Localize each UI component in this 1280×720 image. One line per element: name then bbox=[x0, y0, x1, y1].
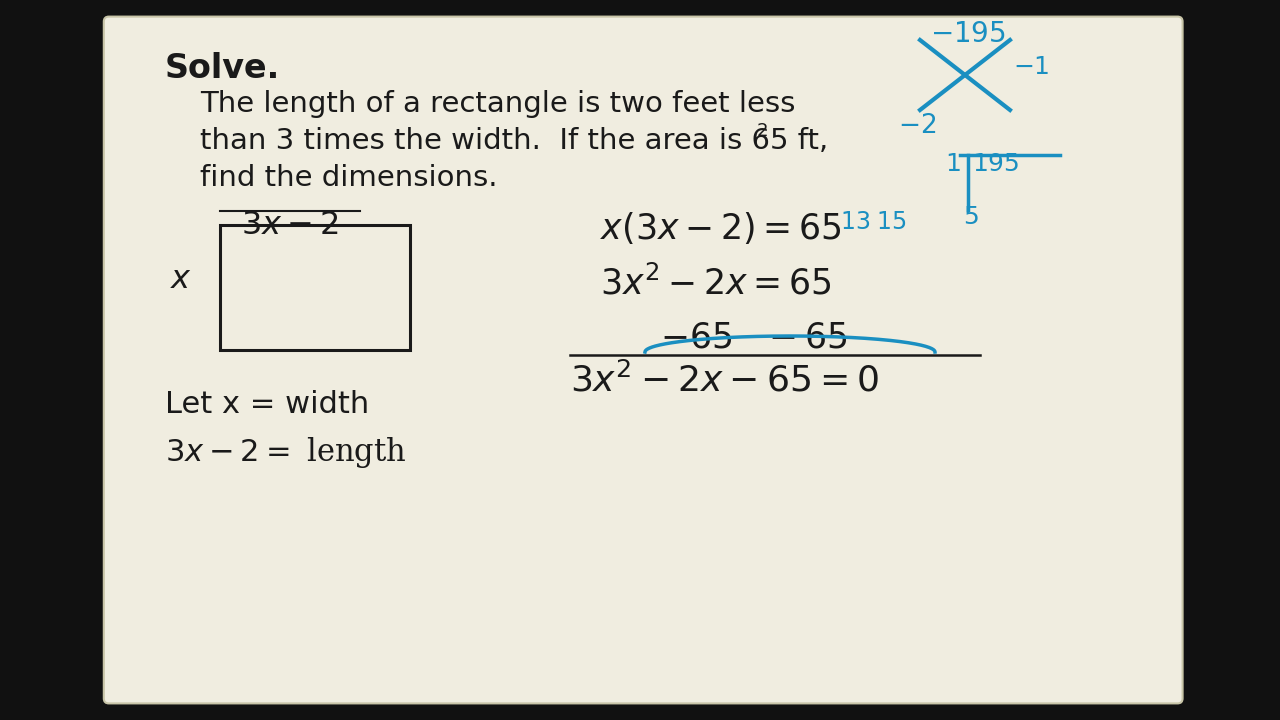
Text: than 3 times the width.  If the area is 65 ft,: than 3 times the width. If the area is 6… bbox=[200, 127, 828, 155]
Text: $-1$: $-1$ bbox=[1012, 55, 1050, 79]
Text: $3x^2 - 2x = 65$: $3x^2 - 2x = 65$ bbox=[600, 265, 832, 301]
Text: $3x - 2 =$ length: $3x - 2 =$ length bbox=[165, 435, 407, 470]
Text: $-195$: $-195$ bbox=[931, 20, 1006, 48]
Text: The length of a rectangle is two feet less: The length of a rectangle is two feet le… bbox=[200, 90, 795, 118]
Text: $5$: $5$ bbox=[963, 205, 979, 229]
Text: $1$: $1$ bbox=[945, 152, 960, 176]
Text: $-65 \;\;\; -65$: $-65 \;\;\; -65$ bbox=[660, 320, 847, 354]
Text: Solve.: Solve. bbox=[165, 52, 280, 85]
Text: $x$: $x$ bbox=[170, 264, 192, 295]
Text: find the dimensions.: find the dimensions. bbox=[200, 164, 498, 192]
Text: $3x - 2$: $3x - 2$ bbox=[241, 210, 339, 241]
FancyBboxPatch shape bbox=[104, 17, 1183, 703]
Text: $13$: $13$ bbox=[840, 210, 870, 234]
Text: $3x^2 - 2x - 65 = 0$: $3x^2 - 2x - 65 = 0$ bbox=[570, 362, 879, 398]
Text: 2: 2 bbox=[756, 122, 768, 140]
Text: $195$: $195$ bbox=[972, 152, 1019, 176]
Text: $x(3x - 2) = 65$: $x(3x - 2) = 65$ bbox=[600, 210, 842, 246]
Bar bbox=[220, 225, 410, 350]
Text: $15$: $15$ bbox=[876, 210, 906, 234]
Text: $-2$: $-2$ bbox=[899, 113, 936, 139]
Text: Let x = width: Let x = width bbox=[165, 390, 369, 419]
